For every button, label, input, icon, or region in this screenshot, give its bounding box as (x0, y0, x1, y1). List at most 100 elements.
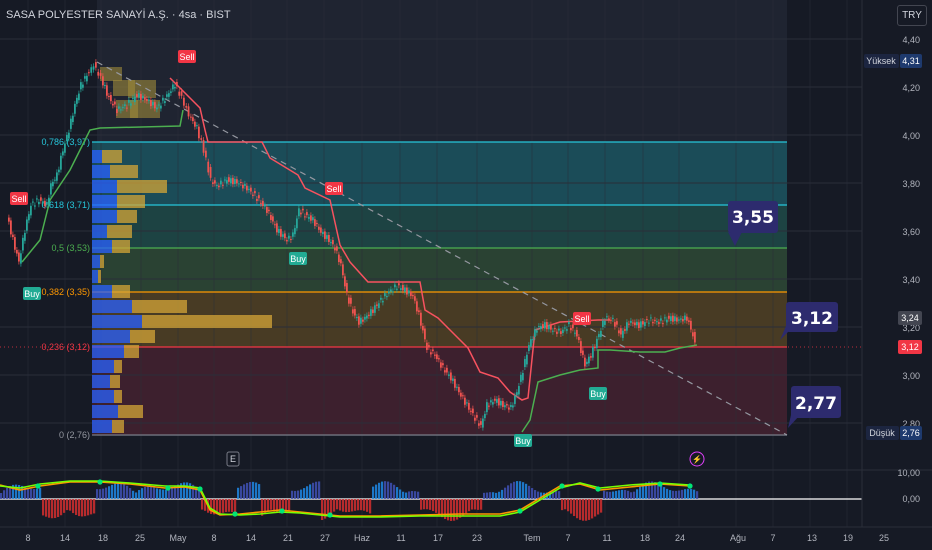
osc-bar (195, 487, 198, 499)
candle-body (174, 86, 176, 89)
candle-body (550, 324, 552, 330)
candle-body (334, 247, 336, 251)
osc-bar (438, 499, 441, 515)
sell-signal-3: Sell (325, 182, 343, 195)
candle-body (662, 323, 664, 325)
candle-body (136, 94, 138, 97)
candle-body (284, 233, 286, 239)
indicator-axis[interactable]: 10,00 0,00 (897, 468, 920, 504)
candle-body (246, 185, 248, 191)
osc-bar (621, 489, 624, 499)
osc-bar (183, 482, 186, 499)
price-axis[interactable]: 4,40 4,20 4,00 3,80 3,60 3,40 3,20 3,00 … (902, 35, 920, 429)
candle-body (340, 259, 342, 264)
candle-body (446, 367, 448, 373)
candle-body (242, 184, 244, 189)
candle-body (356, 317, 358, 319)
candle-body (440, 362, 442, 368)
candle-body (432, 349, 434, 352)
candle-body (420, 312, 422, 326)
symbol-title: SASA POLYESTER SANAYİ A.Ş. · 4sa · BIST (6, 9, 231, 21)
osc-bar (219, 499, 222, 514)
candle-body (690, 320, 692, 330)
time-label: 18 (640, 533, 650, 543)
osc-bar (624, 490, 627, 499)
price-callouts[interactable]: 3,55 3,12 2,77 (728, 201, 841, 428)
candle-body (626, 322, 628, 331)
osc-bar (678, 490, 681, 499)
osc-bar (456, 499, 459, 520)
candle-body (524, 359, 526, 368)
osc-bar (99, 489, 102, 499)
osc-bar (189, 483, 192, 499)
candle-body (564, 327, 566, 329)
candle-body (316, 223, 318, 225)
candle-body (532, 339, 534, 341)
currency-button[interactable]: TRY (897, 5, 927, 26)
osc-bar (660, 485, 663, 499)
osc-bar (54, 499, 57, 519)
candle-body (308, 217, 310, 219)
candle-body (556, 331, 558, 334)
candle-body (152, 101, 154, 106)
supertrend-lines (21, 77, 698, 433)
candle-body (576, 330, 578, 337)
candle-body (250, 187, 252, 192)
candle-body (536, 330, 538, 333)
candle-body (70, 118, 72, 129)
candle-body (590, 356, 592, 358)
osc-bar (426, 499, 429, 510)
event-markers[interactable]: E ⚡ (226, 451, 705, 467)
candle-body (410, 291, 412, 296)
time-label: 18 (98, 533, 108, 543)
candle-body (648, 322, 650, 324)
candle-body (328, 235, 330, 242)
osc-bar (552, 491, 555, 499)
osc-bar (6, 487, 9, 499)
candle-body (500, 400, 502, 406)
candle-body (436, 354, 438, 360)
fib-label-0786: 0,786 (3,97) (41, 137, 90, 147)
candle-body (462, 395, 464, 397)
candle-body (490, 400, 492, 403)
osc-bar (534, 490, 537, 499)
candle-body (150, 100, 152, 107)
candle-body (248, 188, 250, 190)
osc-cross-dot (559, 483, 565, 489)
candle-body (402, 285, 404, 291)
candle-body (688, 320, 690, 322)
candle-body (456, 386, 458, 388)
osc-bar (462, 499, 465, 516)
osc-bar (348, 499, 351, 512)
candle-body (126, 107, 128, 109)
svg-text:Buy: Buy (515, 436, 531, 446)
candle-body (178, 91, 181, 96)
osc-bar (120, 483, 123, 499)
candle-body (676, 317, 678, 322)
osc-bar (108, 486, 111, 499)
osc-bar (204, 499, 207, 511)
osc-bar (450, 499, 453, 521)
osc-bar (645, 482, 648, 499)
osc-bar (381, 481, 384, 499)
svg-text:3,60: 3,60 (902, 227, 920, 237)
time-axis[interactable]: 8 14 18 25 May 8 14 21 27 Haz 11 17 23 Tem 7 11 18 24 Ağu 7… (25, 533, 889, 543)
osc-bar (240, 486, 243, 499)
candle-body (338, 254, 340, 263)
candle-body (530, 339, 532, 347)
candle-body (512, 405, 514, 408)
candle-body (560, 331, 562, 334)
candle-body (260, 202, 262, 204)
osc-bar (153, 487, 156, 499)
osc-bar (444, 499, 447, 520)
candle-body (336, 246, 338, 251)
candle-body (44, 200, 46, 207)
osc-bar (519, 481, 522, 499)
osc-bar (264, 499, 267, 514)
osc-bar (351, 499, 354, 512)
candle-body (510, 405, 512, 408)
osc-bar (441, 499, 444, 518)
candle-body (412, 295, 414, 297)
candle-body (572, 324, 574, 329)
